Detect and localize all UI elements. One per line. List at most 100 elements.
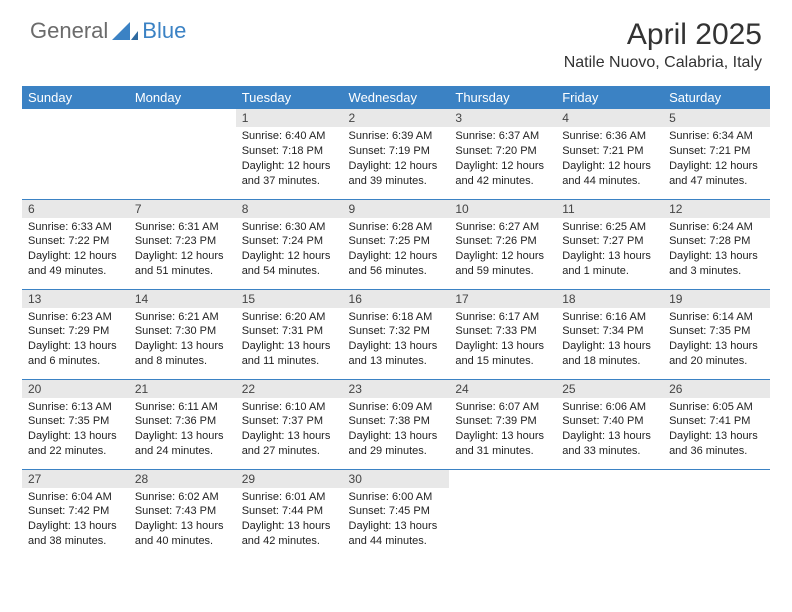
calendar-day-cell: 16Sunrise: 6:18 AMSunset: 7:32 PMDayligh… [343, 289, 450, 379]
day-details: Sunrise: 6:30 AMSunset: 7:24 PMDaylight:… [236, 218, 343, 283]
day-details: Sunrise: 6:31 AMSunset: 7:23 PMDaylight:… [129, 218, 236, 283]
day-details: Sunrise: 6:17 AMSunset: 7:33 PMDaylight:… [449, 308, 556, 373]
calendar-day-cell: 21Sunrise: 6:11 AMSunset: 7:36 PMDayligh… [129, 379, 236, 469]
calendar-day-cell: 1Sunrise: 6:40 AMSunset: 7:18 PMDaylight… [236, 109, 343, 199]
calendar-day-cell: 25Sunrise: 6:06 AMSunset: 7:40 PMDayligh… [556, 379, 663, 469]
calendar-empty-cell [129, 109, 236, 199]
day-details: Sunrise: 6:13 AMSunset: 7:35 PMDaylight:… [22, 398, 129, 463]
day-number: 21 [129, 380, 236, 398]
day-details: Sunrise: 6:14 AMSunset: 7:35 PMDaylight:… [663, 308, 770, 373]
weekday-header: Wednesday [343, 86, 450, 109]
calendar-day-cell: 2Sunrise: 6:39 AMSunset: 7:19 PMDaylight… [343, 109, 450, 199]
weekday-header: Thursday [449, 86, 556, 109]
calendar-day-cell: 26Sunrise: 6:05 AMSunset: 7:41 PMDayligh… [663, 379, 770, 469]
day-number: 6 [22, 200, 129, 218]
calendar-day-cell: 22Sunrise: 6:10 AMSunset: 7:37 PMDayligh… [236, 379, 343, 469]
day-details: Sunrise: 6:00 AMSunset: 7:45 PMDaylight:… [343, 488, 450, 553]
calendar-day-cell: 13Sunrise: 6:23 AMSunset: 7:29 PMDayligh… [22, 289, 129, 379]
page-title: April 2025 [564, 18, 762, 52]
day-number: 19 [663, 290, 770, 308]
calendar-header-row: SundayMondayTuesdayWednesdayThursdayFrid… [22, 86, 770, 109]
calendar-empty-cell [22, 109, 129, 199]
day-details: Sunrise: 6:11 AMSunset: 7:36 PMDaylight:… [129, 398, 236, 463]
weekday-header: Saturday [663, 86, 770, 109]
calendar-week-row: 27Sunrise: 6:04 AMSunset: 7:42 PMDayligh… [22, 469, 770, 559]
day-details: Sunrise: 6:18 AMSunset: 7:32 PMDaylight:… [343, 308, 450, 373]
day-details: Sunrise: 6:04 AMSunset: 7:42 PMDaylight:… [22, 488, 129, 553]
calendar-week-row: 6Sunrise: 6:33 AMSunset: 7:22 PMDaylight… [22, 199, 770, 289]
day-number: 4 [556, 109, 663, 127]
calendar-day-cell: 6Sunrise: 6:33 AMSunset: 7:22 PMDaylight… [22, 199, 129, 289]
day-number: 28 [129, 470, 236, 488]
logo-text-blue: Blue [142, 18, 186, 44]
day-details: Sunrise: 6:23 AMSunset: 7:29 PMDaylight:… [22, 308, 129, 373]
day-details: Sunrise: 6:36 AMSunset: 7:21 PMDaylight:… [556, 127, 663, 192]
calendar-day-cell: 12Sunrise: 6:24 AMSunset: 7:28 PMDayligh… [663, 199, 770, 289]
day-number: 30 [343, 470, 450, 488]
day-number: 8 [236, 200, 343, 218]
calendar-day-cell: 28Sunrise: 6:02 AMSunset: 7:43 PMDayligh… [129, 469, 236, 559]
day-number: 18 [556, 290, 663, 308]
day-details: Sunrise: 6:05 AMSunset: 7:41 PMDaylight:… [663, 398, 770, 463]
day-number: 10 [449, 200, 556, 218]
calendar-day-cell: 8Sunrise: 6:30 AMSunset: 7:24 PMDaylight… [236, 199, 343, 289]
calendar-empty-cell [449, 469, 556, 559]
day-number: 12 [663, 200, 770, 218]
calendar-week-row: 20Sunrise: 6:13 AMSunset: 7:35 PMDayligh… [22, 379, 770, 469]
day-number: 2 [343, 109, 450, 127]
logo-text-general: General [30, 18, 108, 44]
day-number: 24 [449, 380, 556, 398]
day-number: 27 [22, 470, 129, 488]
day-number: 5 [663, 109, 770, 127]
day-number: 9 [343, 200, 450, 218]
day-details: Sunrise: 6:25 AMSunset: 7:27 PMDaylight:… [556, 218, 663, 283]
day-details: Sunrise: 6:07 AMSunset: 7:39 PMDaylight:… [449, 398, 556, 463]
calendar-day-cell: 5Sunrise: 6:34 AMSunset: 7:21 PMDaylight… [663, 109, 770, 199]
calendar-day-cell: 4Sunrise: 6:36 AMSunset: 7:21 PMDaylight… [556, 109, 663, 199]
day-number: 22 [236, 380, 343, 398]
day-details: Sunrise: 6:39 AMSunset: 7:19 PMDaylight:… [343, 127, 450, 192]
calendar-day-cell: 30Sunrise: 6:00 AMSunset: 7:45 PMDayligh… [343, 469, 450, 559]
day-number: 3 [449, 109, 556, 127]
calendar-day-cell: 10Sunrise: 6:27 AMSunset: 7:26 PMDayligh… [449, 199, 556, 289]
weekday-header: Friday [556, 86, 663, 109]
day-number: 26 [663, 380, 770, 398]
header: General Blue April 2025 Natile Nuovo, Ca… [0, 0, 792, 78]
calendar-day-cell: 20Sunrise: 6:13 AMSunset: 7:35 PMDayligh… [22, 379, 129, 469]
calendar-week-row: 1Sunrise: 6:40 AMSunset: 7:18 PMDaylight… [22, 109, 770, 199]
calendar-day-cell: 24Sunrise: 6:07 AMSunset: 7:39 PMDayligh… [449, 379, 556, 469]
calendar-day-cell: 11Sunrise: 6:25 AMSunset: 7:27 PMDayligh… [556, 199, 663, 289]
day-details: Sunrise: 6:06 AMSunset: 7:40 PMDaylight:… [556, 398, 663, 463]
header-right: April 2025 Natile Nuovo, Calabria, Italy [564, 18, 762, 72]
day-details: Sunrise: 6:21 AMSunset: 7:30 PMDaylight:… [129, 308, 236, 373]
day-details: Sunrise: 6:24 AMSunset: 7:28 PMDaylight:… [663, 218, 770, 283]
calendar-day-cell: 23Sunrise: 6:09 AMSunset: 7:38 PMDayligh… [343, 379, 450, 469]
day-number: 25 [556, 380, 663, 398]
calendar-day-cell: 7Sunrise: 6:31 AMSunset: 7:23 PMDaylight… [129, 199, 236, 289]
calendar-day-cell: 3Sunrise: 6:37 AMSunset: 7:20 PMDaylight… [449, 109, 556, 199]
calendar-empty-cell [556, 469, 663, 559]
day-details: Sunrise: 6:01 AMSunset: 7:44 PMDaylight:… [236, 488, 343, 553]
day-number: 29 [236, 470, 343, 488]
weekday-header: Monday [129, 86, 236, 109]
day-number: 16 [343, 290, 450, 308]
day-details: Sunrise: 6:10 AMSunset: 7:37 PMDaylight:… [236, 398, 343, 463]
day-details: Sunrise: 6:27 AMSunset: 7:26 PMDaylight:… [449, 218, 556, 283]
day-number: 23 [343, 380, 450, 398]
day-number: 7 [129, 200, 236, 218]
day-details: Sunrise: 6:02 AMSunset: 7:43 PMDaylight:… [129, 488, 236, 553]
day-details: Sunrise: 6:37 AMSunset: 7:20 PMDaylight:… [449, 127, 556, 192]
calendar-day-cell: 15Sunrise: 6:20 AMSunset: 7:31 PMDayligh… [236, 289, 343, 379]
calendar-day-cell: 29Sunrise: 6:01 AMSunset: 7:44 PMDayligh… [236, 469, 343, 559]
calendar-empty-cell [663, 469, 770, 559]
day-details: Sunrise: 6:34 AMSunset: 7:21 PMDaylight:… [663, 127, 770, 192]
day-details: Sunrise: 6:28 AMSunset: 7:25 PMDaylight:… [343, 218, 450, 283]
calendar-table: SundayMondayTuesdayWednesdayThursdayFrid… [22, 86, 770, 559]
calendar-day-cell: 27Sunrise: 6:04 AMSunset: 7:42 PMDayligh… [22, 469, 129, 559]
calendar-week-row: 13Sunrise: 6:23 AMSunset: 7:29 PMDayligh… [22, 289, 770, 379]
day-details: Sunrise: 6:20 AMSunset: 7:31 PMDaylight:… [236, 308, 343, 373]
day-number: 11 [556, 200, 663, 218]
calendar-day-cell: 14Sunrise: 6:21 AMSunset: 7:30 PMDayligh… [129, 289, 236, 379]
logo-triangle-icon [112, 22, 138, 40]
day-number: 14 [129, 290, 236, 308]
